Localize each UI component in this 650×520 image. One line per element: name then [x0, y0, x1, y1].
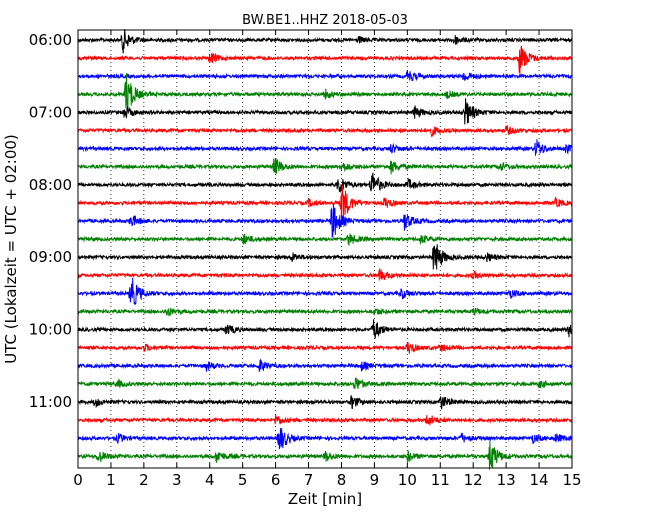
trace-0915: [77, 268, 573, 281]
trace-0730: [77, 139, 573, 156]
trace-0845: [77, 233, 573, 246]
y-tick-label: 11:00: [29, 393, 72, 411]
x-tick-label: 5: [238, 471, 248, 489]
trace-0630: [77, 70, 573, 82]
x-tick-label: 11: [431, 471, 450, 489]
y-tick-label: 09:00: [29, 248, 72, 266]
y-tick-label: 06:00: [29, 31, 72, 49]
trace-1100: [77, 395, 573, 410]
x-tick-label: 14: [530, 471, 549, 489]
x-tick-label: 0: [73, 471, 83, 489]
y-axis-label: UTC (Lokalzeit = UTC + 02:00): [2, 134, 20, 364]
y-tick-label: 07:00: [29, 103, 72, 121]
trace-0645: [77, 73, 573, 113]
x-tick-label: 13: [497, 471, 516, 489]
x-axis-ticks: 0 1 2 3 4 5 6 7 8 9 10 11 12 13 14 15: [73, 30, 582, 489]
trace-0930: [77, 277, 573, 305]
trace-1115: [77, 414, 573, 426]
x-axis-label: Zeit [min]: [288, 490, 362, 508]
x-tick-label: 1: [106, 471, 116, 489]
x-tick-label: 10: [398, 471, 417, 489]
plot-frame: [77, 29, 573, 469]
x-tick-label: 2: [139, 471, 149, 489]
trace-0900: [77, 244, 573, 270]
x-tick-label: 15: [562, 471, 581, 489]
x-tick-label: 4: [205, 471, 215, 489]
trace-1130: [77, 428, 573, 450]
chart-title: BW.BE1..HHZ 2018-05-03: [242, 13, 408, 28]
trace-1015: [77, 341, 573, 354]
trace-0945: [77, 307, 573, 317]
trace-0800: [77, 172, 573, 193]
trace-0615: [77, 45, 573, 75]
x-tick-label: 9: [370, 471, 380, 489]
y-tick-label: 08:00: [29, 176, 72, 194]
trace-group: [77, 29, 573, 470]
y-axis-ticks: 06:00 07:00 08:00 09:00 10:00 11:00: [29, 31, 572, 411]
trace-1000: [77, 319, 573, 339]
trace-0715: [77, 124, 573, 138]
x-tick-label: 7: [304, 471, 314, 489]
plot-background: [78, 30, 572, 468]
trace-1030: [77, 358, 573, 372]
trace-0830: [77, 203, 573, 238]
trace-0745: [77, 158, 573, 175]
x-tick-label: 12: [464, 471, 483, 489]
trace-0700: [77, 98, 573, 125]
x-tick-label: 8: [337, 471, 347, 489]
trace-0815: [77, 184, 573, 226]
trace-0600: [77, 29, 573, 54]
x-tick-label: 6: [271, 471, 281, 489]
y-tick-label: 10:00: [29, 321, 72, 339]
trace-1145: [77, 440, 573, 470]
trace-1045: [77, 377, 573, 389]
x-tick-label: 3: [172, 471, 182, 489]
